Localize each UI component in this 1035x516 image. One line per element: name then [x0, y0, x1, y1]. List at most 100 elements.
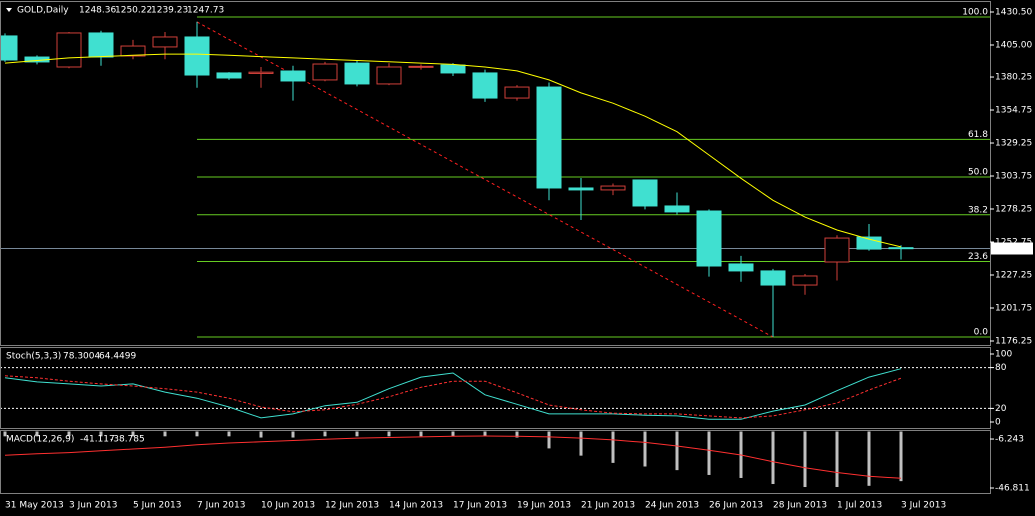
candle-body: [536, 86, 562, 189]
macd-bar: [451, 431, 455, 437]
macd-plot: [3, 431, 903, 488]
fib-label: 50.0: [968, 167, 988, 177]
x-tick-label: 28 Jun 2013: [773, 501, 827, 511]
y-tick-label: -6.243: [995, 435, 1024, 445]
candle-body: [1, 35, 18, 61]
x-tick-label: 21 Jun 2013: [581, 501, 635, 511]
macd-bar: [803, 431, 807, 488]
main-panel: [0, 1, 991, 346]
y-tick-label: 1278.25: [995, 205, 1032, 215]
x-tick-label: 7 Jun 2013: [197, 501, 245, 511]
y-tick-label: 1405.00: [995, 40, 1032, 50]
x-tick-label: 10 Jun 2013: [261, 501, 315, 511]
candle-body: [728, 263, 754, 272]
stoch-main-value: 78.3004: [63, 352, 100, 362]
chart-title: GOLD,Daily: [17, 6, 69, 16]
axes: 1430.50 1405.00 1380.25 1354.75 1329.25 1303.…: [5, 8, 1033, 511]
macd-bar: [291, 431, 295, 438]
macd-bar: [867, 431, 871, 486]
candle-body: [792, 275, 818, 286]
fib-label: 61.8: [968, 130, 988, 140]
x-tick-label: 12 Jun 2013: [325, 501, 379, 511]
last-price-tag: [991, 242, 1033, 255]
macd-signal-value: -38.785: [110, 435, 145, 445]
macd-bar: [675, 431, 679, 471]
candle-body: [408, 65, 434, 68]
macd-value: -41.117: [80, 435, 115, 445]
candle-body: [312, 63, 338, 81]
candle-body: [600, 185, 626, 191]
macd-bar: [387, 431, 391, 437]
candle-body: [696, 210, 722, 267]
macd-bar: [515, 431, 519, 438]
fib-label: 100.0: [962, 8, 988, 18]
stoch-plot: [1, 367, 990, 420]
x-tick-label: 24 Jun 2013: [645, 501, 699, 511]
macd-bar: [259, 431, 263, 438]
macd-bar: [899, 431, 903, 482]
macd-bar: [579, 431, 583, 456]
y-tick-label: 0: [995, 418, 1001, 428]
stoch-signal-value: 64.4499: [99, 352, 136, 362]
y-tick-label: 100: [995, 349, 1012, 359]
y-tick-label: 1380.25: [995, 73, 1032, 83]
candle-body: [760, 270, 786, 286]
candle-body: [856, 236, 882, 250]
macd-bar: [419, 431, 423, 437]
macd-bar: [547, 431, 551, 449]
macd-signal: [4, 435, 902, 479]
macd-bar: [771, 431, 775, 485]
stoch-title: Stoch(5,3,3): [6, 352, 61, 362]
x-tick-label: 14 Jun 2013: [389, 501, 443, 511]
main-plot: 100.0 61.8 50.0 38.2 23.6 0.0: [1, 8, 990, 338]
x-tick-label: 17 Jun 2013: [453, 501, 507, 511]
macd-bar: [323, 431, 327, 437]
x-tick-label: 3 Jun 2013: [69, 501, 117, 511]
x-tick-label: 19 Jun 2013: [517, 501, 571, 511]
x-tick-label: 3 Jul 2013: [901, 501, 946, 511]
y-tick-label: 1430.50: [995, 8, 1032, 18]
header-high: 1250.22: [115, 6, 152, 16]
y-tick-label: 1227.25: [995, 271, 1032, 281]
candle-body: [824, 237, 850, 263]
candle-body: [152, 36, 178, 48]
y-tick-label: 1329.25: [995, 139, 1032, 149]
candle-body: [888, 247, 914, 250]
stoch-line: [4, 368, 902, 420]
macd-bar: [195, 431, 199, 437]
candle-body: [280, 70, 306, 82]
y-tick-label: 1303.75: [995, 172, 1032, 182]
candle-body: [344, 62, 370, 85]
candle-body: [472, 72, 498, 99]
candle-body: [664, 205, 690, 213]
macd-bar: [835, 431, 839, 488]
macd-bar: [131, 431, 135, 437]
macd-bar: [35, 431, 39, 437]
moving-average: [4, 53, 902, 248]
macd-bar: [3, 431, 7, 437]
macd-bar: [99, 431, 103, 437]
header-open: 1248.36: [79, 6, 116, 16]
header-close: 1247.73: [187, 6, 224, 16]
y-tick-label: 1201.75: [995, 304, 1032, 314]
candle-body: [504, 86, 530, 99]
candle-body: [216, 72, 242, 79]
macd-bar: [643, 431, 647, 467]
stoch-line: [4, 375, 902, 419]
macd-bar: [67, 431, 71, 437]
menu-triangle[interactable]: [6, 8, 12, 12]
candle-body: [248, 71, 274, 74]
last-price-label: 1247.73: [995, 244, 1032, 254]
candle-body: [568, 187, 594, 191]
y-tick-label: 1354.75: [995, 106, 1032, 116]
macd-bar: [163, 431, 167, 437]
macd-bar: [483, 431, 487, 437]
candle-body: [88, 32, 114, 58]
candle-body: [632, 179, 658, 207]
y-tick-label: -46.811: [995, 484, 1030, 494]
macd-bar: [227, 431, 231, 437]
macd-panel: [0, 430, 991, 494]
candle-body: [184, 36, 210, 76]
